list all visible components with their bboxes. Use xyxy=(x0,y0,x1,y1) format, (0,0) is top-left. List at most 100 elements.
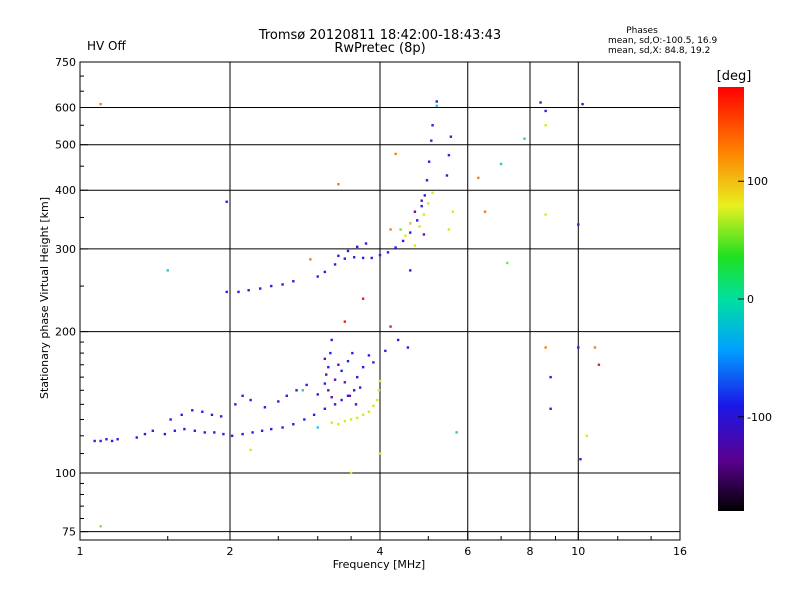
data-point xyxy=(343,381,347,384)
data-point xyxy=(292,280,295,283)
data-point xyxy=(169,418,172,421)
data-point xyxy=(249,398,252,402)
data-point xyxy=(372,361,375,364)
data-point xyxy=(343,320,347,323)
data-point xyxy=(340,369,343,373)
data-point xyxy=(213,431,216,434)
data-point xyxy=(281,283,284,286)
data-point xyxy=(249,448,252,452)
data-point xyxy=(447,153,451,157)
data-point xyxy=(361,256,365,260)
data-point xyxy=(455,431,458,434)
data-point xyxy=(447,228,451,231)
data-point xyxy=(281,426,284,429)
data-point xyxy=(285,394,288,398)
data-point xyxy=(420,204,423,208)
data-point xyxy=(316,426,319,429)
y-axis: 75 100 200 300 400 500 600 750 xyxy=(55,56,88,539)
data-point xyxy=(544,346,547,349)
data-point xyxy=(323,382,327,385)
x-tick-label: 4 xyxy=(377,545,384,558)
phases-x-stats: mean, sd,X: 84.8, 19.2 xyxy=(608,46,710,56)
data-point xyxy=(549,375,552,379)
data-point xyxy=(337,254,340,258)
data-point xyxy=(234,403,237,406)
data-point xyxy=(355,245,359,249)
data-point xyxy=(404,234,407,237)
data-point xyxy=(316,275,319,278)
x-axis: 1 2 4 6 8 10 16 xyxy=(77,532,687,558)
data-point xyxy=(277,400,280,403)
data-point xyxy=(420,199,423,202)
colorbar-ticks: 100 0 -100 xyxy=(738,175,772,424)
data-point xyxy=(505,261,509,265)
data-point xyxy=(346,359,350,363)
data-point xyxy=(301,389,305,392)
data-point xyxy=(367,410,371,413)
y-tick-label: 750 xyxy=(55,56,76,69)
data-point xyxy=(222,432,225,436)
data-point xyxy=(352,389,356,392)
data-point xyxy=(333,403,337,406)
data-point xyxy=(337,363,340,366)
data-point xyxy=(323,407,327,410)
colorbar-tick-label: -100 xyxy=(747,411,772,424)
data-point xyxy=(539,101,542,104)
data-point xyxy=(105,438,108,441)
data-point xyxy=(330,338,333,342)
data-point xyxy=(135,436,138,439)
data-point xyxy=(523,137,526,140)
data-point xyxy=(431,124,434,127)
data-point xyxy=(367,354,371,357)
phases-title: Phases xyxy=(626,26,658,36)
data-point xyxy=(499,162,503,166)
y-tick-label: 100 xyxy=(55,467,76,480)
data-point xyxy=(549,407,552,410)
data-point xyxy=(303,418,306,421)
colorbar-tick-label: 0 xyxy=(747,293,754,306)
data-point xyxy=(401,239,405,243)
data-point xyxy=(361,413,365,417)
data-point xyxy=(577,346,580,349)
data-point xyxy=(364,242,368,245)
data-point xyxy=(423,194,426,197)
data-point xyxy=(330,421,333,424)
data-point xyxy=(270,427,273,431)
data-point xyxy=(230,434,234,438)
data-point xyxy=(384,349,387,353)
data-point xyxy=(329,351,332,355)
data-point xyxy=(337,423,340,426)
data-point xyxy=(340,398,343,402)
y-tick-label: 200 xyxy=(55,326,76,339)
data-point xyxy=(483,210,487,213)
data-point xyxy=(361,365,365,369)
x-tick-label: 6 xyxy=(464,545,471,558)
y-tick-label: 600 xyxy=(55,102,76,115)
data-point xyxy=(323,270,327,274)
data-point xyxy=(435,104,438,108)
data-point xyxy=(435,100,438,103)
data-point xyxy=(316,393,319,396)
data-point xyxy=(409,222,412,225)
data-point xyxy=(445,174,449,177)
y-tick-label: 400 xyxy=(55,184,76,197)
data-point xyxy=(593,346,597,349)
data-point xyxy=(260,429,264,432)
data-point xyxy=(309,258,312,261)
data-point xyxy=(422,213,426,216)
data-point xyxy=(270,284,273,288)
chart-subtitle: RwPretec (8p) xyxy=(334,41,425,56)
data-point xyxy=(343,257,347,260)
data-point xyxy=(210,413,214,417)
data-point xyxy=(163,432,167,436)
data-point xyxy=(327,389,330,392)
status-label: HV Off xyxy=(87,39,126,53)
data-point xyxy=(201,410,204,413)
data-point xyxy=(386,251,390,254)
data-point xyxy=(406,346,410,349)
data-point xyxy=(193,429,197,432)
data-point xyxy=(241,394,244,398)
data-point xyxy=(99,102,102,106)
data-point xyxy=(377,389,381,392)
